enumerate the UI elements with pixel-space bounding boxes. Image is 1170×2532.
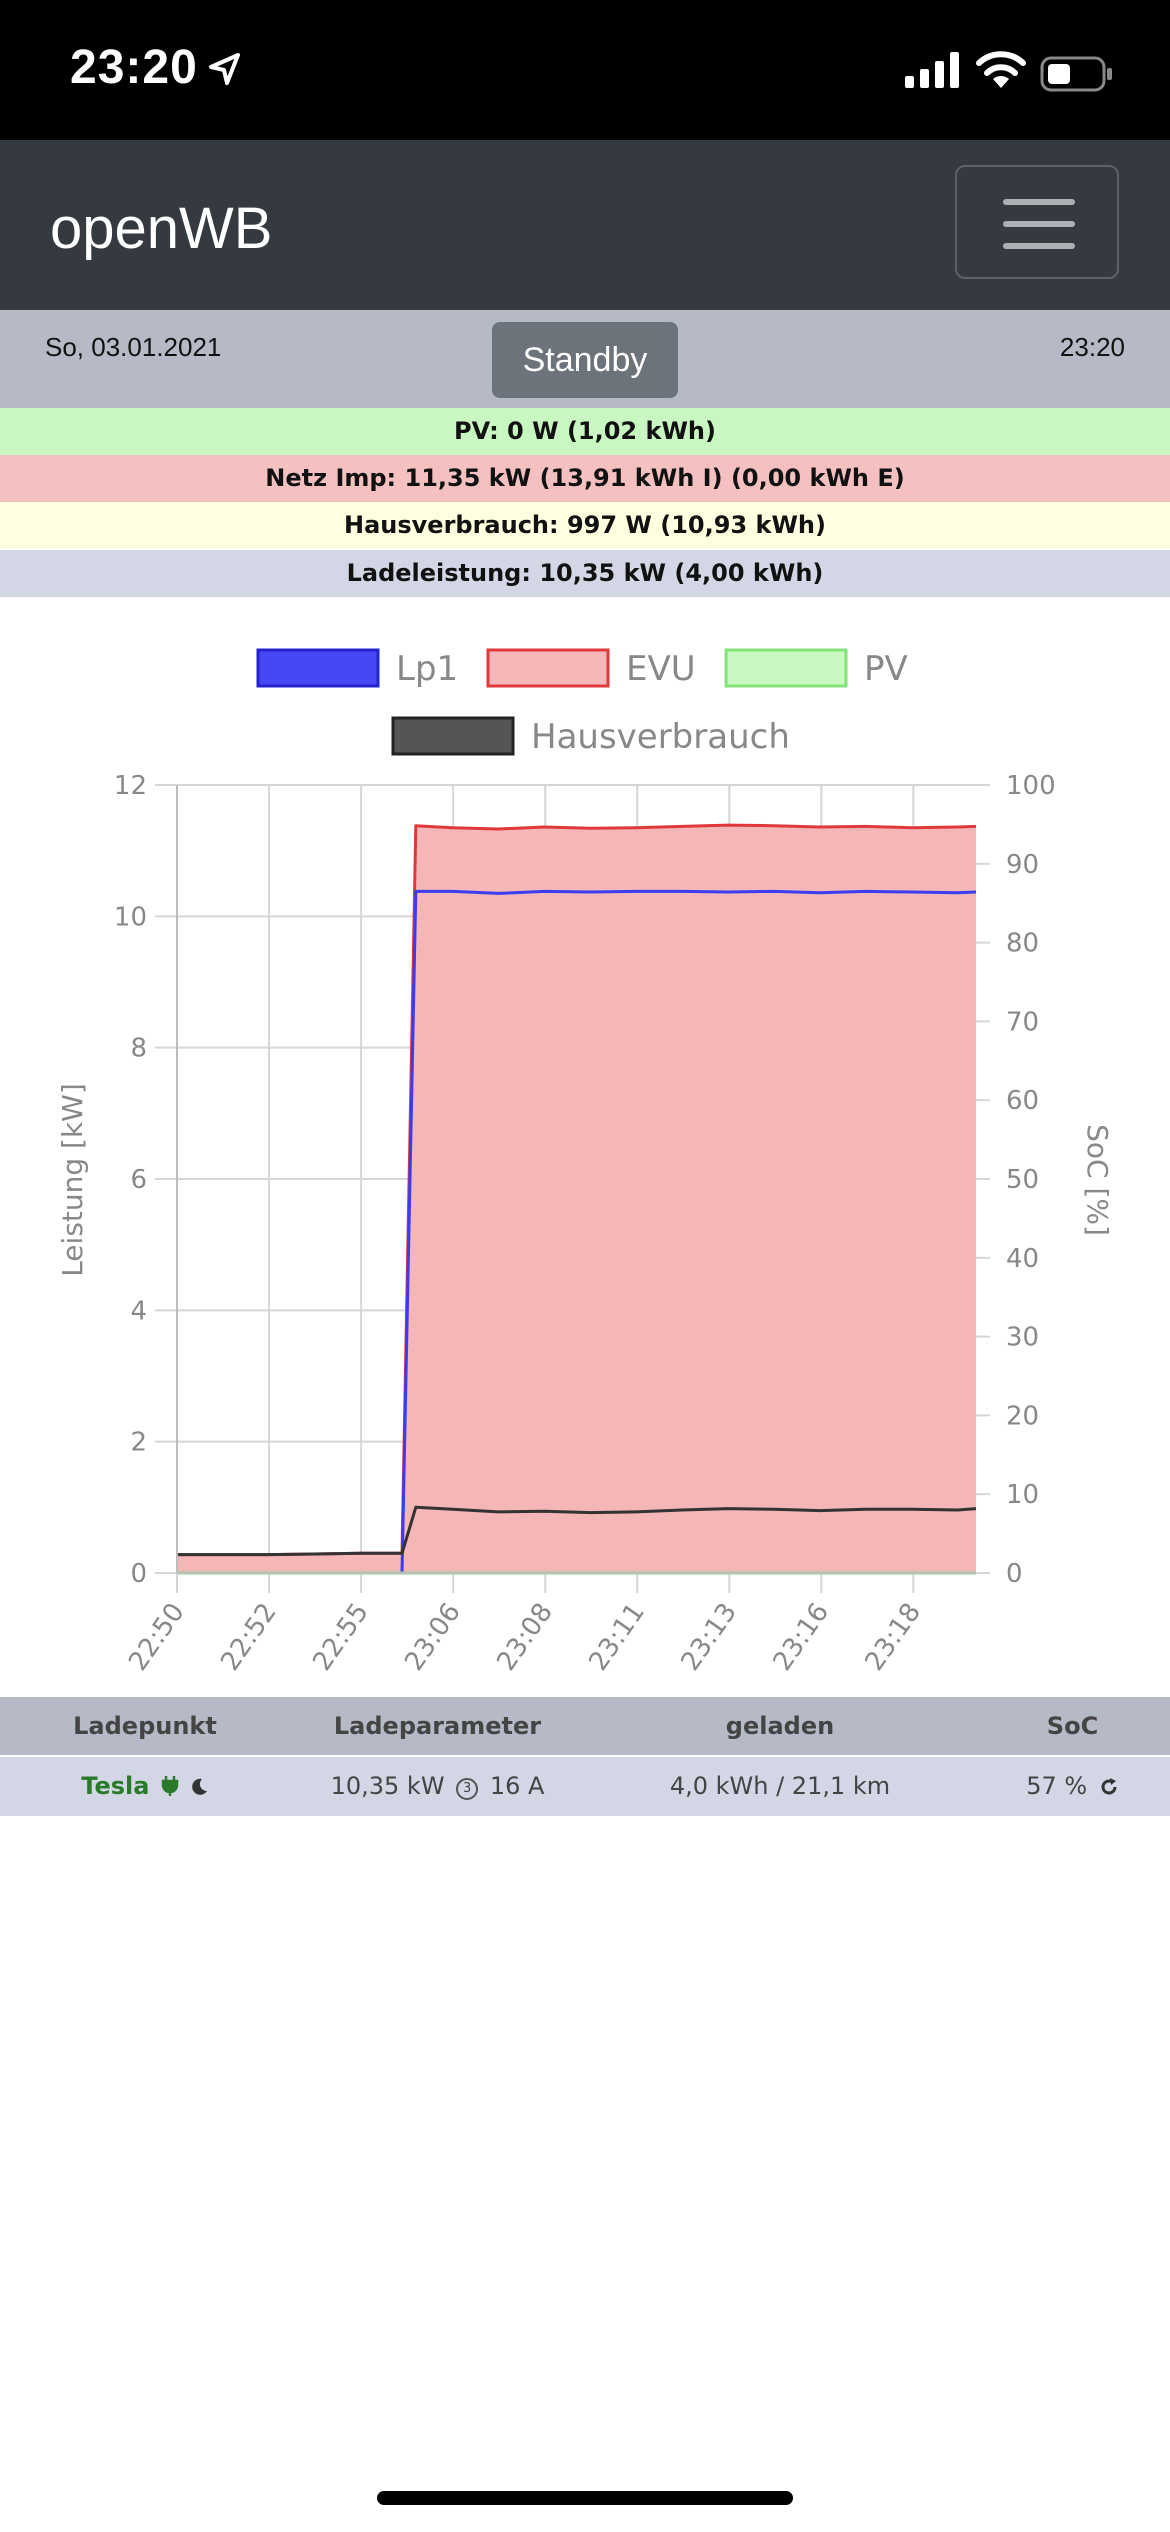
y-tick-label: 6	[130, 1165, 147, 1195]
info-strip: So, 03.01.2021 Standby 23:20	[0, 310, 1170, 408]
x-tick-label: 22:52	[215, 1598, 283, 1677]
power-chart: 0 2 4 6 8 10 12 0 10 20 30 40 50 60 70 80 90 100 22:50 22:5…	[56, 648, 1114, 1677]
refresh-icon[interactable]	[1099, 1777, 1119, 1797]
y2-tick-label: 50	[1006, 1165, 1039, 1195]
plug-icon	[161, 1776, 179, 1796]
y-axis-label: Leistung [kW]	[56, 1083, 89, 1277]
soc-cell[interactable]: 57 %	[975, 1757, 1170, 1815]
pv-summary: PV: 0 W (1,02 kWh)	[0, 408, 1170, 455]
moon-icon	[191, 1778, 207, 1795]
soc-value: 57 %	[1026, 1772, 1088, 1800]
ladeleistung-value: 10,35 kW	[330, 1772, 445, 1800]
y2-tick-label: 20	[1006, 1401, 1039, 1431]
hamburger-icon-line	[1003, 221, 1075, 227]
legend-swatch	[391, 716, 515, 756]
y2-tick-label: 60	[1006, 1086, 1039, 1116]
y2-tick-label: 90	[1006, 850, 1039, 880]
hamburger-icon	[1003, 199, 1075, 205]
x-tick-label: 22:50	[123, 1598, 191, 1677]
status-bar: 23:20	[0, 0, 1170, 140]
y2-tick-label: 70	[1006, 1007, 1039, 1037]
legend-item[interactable]: EVU	[486, 648, 696, 689]
y-tick-label: 8	[130, 1034, 147, 1064]
legend-swatch	[724, 648, 848, 688]
ampere-value: 16 A	[489, 1772, 545, 1800]
ladeleistung-summary: Ladeleistung: 10,35 kW (4,00 kWh)	[0, 550, 1170, 597]
netz-summary: Netz Imp: 11,35 kW (13,91 kWh I) (0,00 k…	[0, 455, 1170, 502]
cellular-signal-icon	[905, 52, 959, 88]
header-ladepunkt: Ladepunkt	[73, 1712, 217, 1740]
series-area-evu	[177, 825, 976, 1573]
legend-swatch	[256, 648, 380, 688]
ladeparameter-cell: 10,35 kW 3 16 A	[290, 1757, 585, 1815]
home-indicator	[377, 2491, 793, 2505]
x-tick-label: 23:08	[491, 1598, 559, 1677]
x-tick-label: 22:55	[307, 1598, 375, 1677]
y2-axis-label: SoC [%]	[1081, 1124, 1114, 1236]
series-line-hausverbrauch	[177, 1505, 977, 1557]
legend-item[interactable]: PV	[724, 648, 908, 689]
status-time: 23:20	[70, 41, 198, 94]
legend-label: EVU	[626, 649, 696, 689]
y2-tick-label: 100	[1006, 771, 1056, 801]
brand-title[interactable]: openWB	[50, 196, 273, 261]
legend-label: PV	[864, 649, 908, 689]
phases-icon: 3	[456, 1778, 479, 1800]
y-tick-label: 12	[114, 771, 147, 801]
navbar: openWB	[0, 140, 1170, 310]
y2-tick-label: 0	[1006, 1559, 1023, 1589]
wifi-icon	[976, 51, 1026, 88]
y2-tick-label: 80	[1006, 929, 1039, 959]
hausverbrauch-summary: Hausverbrauch: 997 W (10,93 kWh)	[0, 502, 1170, 549]
legend-item[interactable]: Lp1	[256, 648, 458, 689]
legend-label: Hausverbrauch	[531, 717, 790, 757]
location-arrow-icon	[209, 53, 240, 85]
current-time: 23:20	[1059, 332, 1125, 362]
legend-label: Lp1	[396, 649, 458, 689]
ladepunkt-cell[interactable]: Tesla	[0, 1757, 290, 1815]
x-tick-label: 23:11	[583, 1598, 651, 1677]
geladen-cell: 4,0 kWh / 21,1 km	[669, 1772, 891, 1800]
battery-icon	[1040, 56, 1112, 92]
x-tick-label: 23:16	[768, 1598, 836, 1677]
y-tick-label: 10	[114, 902, 147, 932]
y2-tick-label: 30	[1006, 1323, 1039, 1353]
header-soc: SoC	[1046, 1712, 1099, 1740]
x-tick-label: 23:13	[675, 1598, 743, 1677]
header-geladen: geladen	[725, 1712, 835, 1740]
legend-item[interactable]: Hausverbrauch	[391, 716, 790, 757]
standby-button[interactable]: Standby	[492, 322, 678, 398]
ladepunkt-table-header: Ladepunkt Ladeparameter geladen SoC	[0, 1697, 1170, 1755]
hamburger-icon-line	[1003, 243, 1075, 249]
legend-swatch	[486, 648, 610, 688]
y2-tick-label: 10	[1006, 1480, 1039, 1510]
menu-toggle-button[interactable]	[955, 165, 1119, 279]
y-tick-label: 0	[130, 1559, 147, 1589]
ladepunkt-name[interactable]: Tesla	[81, 1772, 150, 1800]
chart-areas	[177, 825, 976, 1573]
x-tick-label: 23:06	[399, 1598, 467, 1677]
table-row[interactable]: Tesla 10,35 kW 3 16 A 4,0 kWh / 21,1 km …	[0, 1757, 1170, 1816]
header-ladeparameter: Ladeparameter	[333, 1712, 542, 1740]
y-tick-label: 2	[130, 1428, 147, 1458]
chart-legend: Lp1 EVU PV Hausverbrauch	[256, 648, 908, 757]
x-tick-label: 23:18	[860, 1598, 928, 1677]
phases-value: 3	[463, 1781, 472, 1796]
current-date: So, 03.01.2021	[45, 332, 222, 362]
y2-tick-label: 40	[1006, 1244, 1039, 1274]
y-tick-label: 4	[130, 1296, 147, 1326]
